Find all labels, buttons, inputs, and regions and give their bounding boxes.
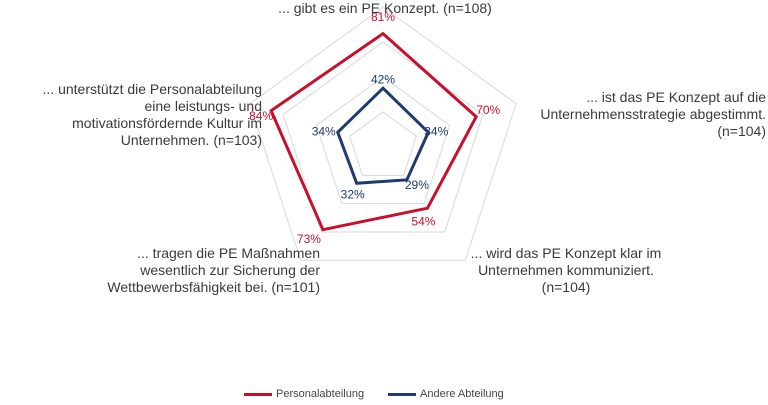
category-label-strategy: ... ist das PE Konzept auf die Unternehme… [470,89,766,140]
data-label: 81% [371,10,395,24]
series-line-andere-abteilung [335,86,431,185]
category-label-line: wesentlich zur Sicherung der [140,262,320,278]
data-label: 84% [249,109,273,123]
category-label-line: ... ist das PE Konzept auf die [586,89,766,105]
legend-personalabteilung: Personalabteilung [244,388,364,400]
grid-ring [282,41,484,233]
grid-ring [315,76,451,205]
grid-ring [349,111,417,176]
category-label-culture: ... unterstützt die Personalabteilung ein… [0,81,262,149]
data-label: 34% [312,124,336,138]
category-label-line: eine leistungs- und [144,98,262,114]
category-label-line: ... gibt es ein PE Konzept. (n=108) [278,0,492,16]
series-line-personalabteilung [269,31,479,232]
category-label-communication: ... wird das PE Konzept klar im Unternehm… [455,245,677,296]
legend-swatch-personalabteilung [244,392,272,396]
category-label-line: Wettbewerbsfähigkeit bei. (n=101) [107,279,320,295]
category-label-line: ... wird das PE Konzept klar im [470,245,662,261]
data-label: 32% [341,187,365,201]
radar-series [269,31,479,232]
data-label: 34% [424,124,448,138]
legend-label-personalabteilung: Personalabteilung [276,388,365,400]
grid-ring [249,6,517,261]
data-label: 29% [405,178,429,192]
category-label-line: Unternehmen. (n=103) [120,132,262,148]
category-label-line: Unternehmen kommuniziert. [478,262,654,278]
value-labels: 81% 70% 54% 73% 84% 42% 34% 29% 32% 34% [249,10,500,246]
data-label: 70% [476,103,500,117]
category-label-line: Unternehmensstrategie abgestimmt. [540,106,766,122]
category-label-line: ... unterstützt die Personalabteilung [42,81,262,97]
category-label-line: motivationsfördernde Kultur im [72,115,262,131]
category-label-competitiveness: ... tragen die PE Maßnahmen wesentlich zu… [30,245,320,296]
category-label-line: (n=104) [541,279,591,295]
legend-label-andere-abteilung: Andere Abteilung [420,388,504,400]
category-label-line: ... tragen die PE Maßnahmen [137,245,320,261]
radar-grid [249,6,517,261]
category-label-line: (n=104) [717,123,766,139]
data-label: 54% [411,214,435,228]
category-label-concept: ... gibt es ein PE Konzept. (n=108) [230,0,540,17]
legend-andere-abteilung: Andere Abteilung [388,388,504,400]
data-label: 73% [297,232,321,246]
legend-swatch-andere-abteilung [388,392,416,396]
data-label: 42% [371,72,395,86]
